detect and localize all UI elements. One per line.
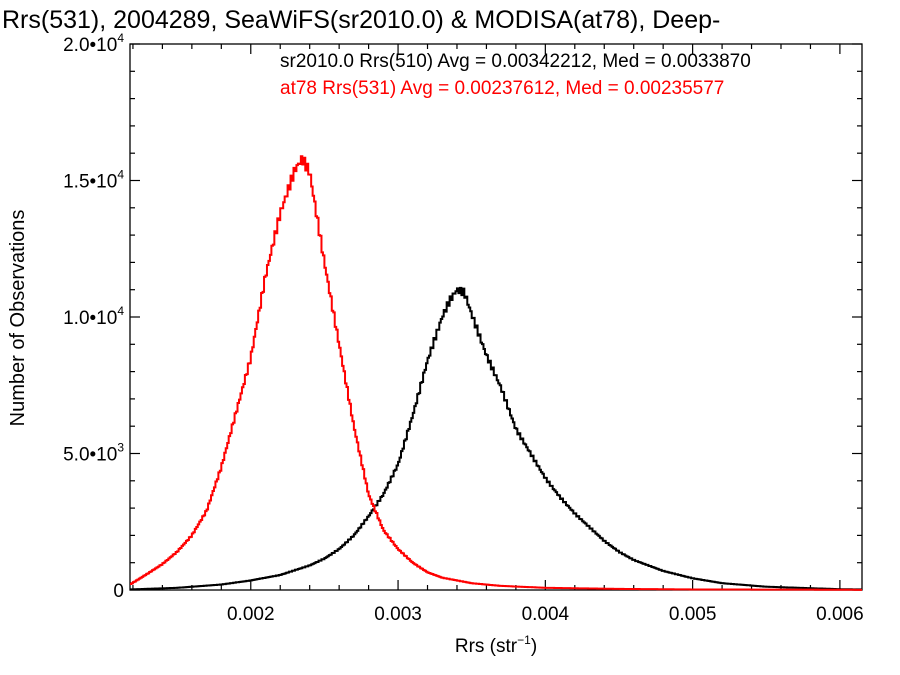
x-axis-label: Rrs (str−1) <box>455 633 537 657</box>
plot-frame <box>129 43 863 591</box>
y-tick-exponent: 4 <box>117 168 124 182</box>
x-tick-label: 0.005 <box>669 604 717 625</box>
legend-line-red: at78 Rrs(531) Avg = 0.00237612, Med = 0.… <box>280 78 724 99</box>
y-tick-mantissa: 2.0•10 <box>63 35 117 56</box>
y-axis-label: Number of Observations <box>7 210 29 427</box>
x-tick-label: 0.003 <box>374 604 422 625</box>
x-tick-label: 0.006 <box>816 604 864 625</box>
y-tick-label: 0 <box>113 581 124 602</box>
y-tick-exponent: 3 <box>117 441 124 455</box>
x-axis-label-close: ) <box>531 636 537 657</box>
y-tick-label: 1.5•104 <box>63 168 124 193</box>
y-tick-label: 2.0•104 <box>63 31 124 56</box>
y-tick-label: 5.0•103 <box>63 441 124 466</box>
x-tick-label: 0.002 <box>227 604 275 625</box>
x-tick-label: 0.004 <box>522 604 570 625</box>
y-tick-mantissa: 1.5•10 <box>63 172 117 193</box>
series-line-red <box>130 155 862 591</box>
series-line-black <box>130 286 862 591</box>
y-tick-mantissa: 1.0•10 <box>63 308 117 329</box>
x-axis-label-exp: −1 <box>517 633 531 647</box>
chart-title: Rrs(531), 2004289, SeaWiFS(sr2010.0) & M… <box>2 6 720 34</box>
x-axis-label-main: Rrs (str <box>455 636 518 657</box>
y-tick-label: 1.0•104 <box>63 304 124 329</box>
axis-ticks: 0.002 0.003 0.004 0.005 0.00605.0•1031.0•104… <box>63 31 864 625</box>
y-tick-exponent: 4 <box>117 304 124 318</box>
legend-line-black: sr2010.0 Rrs(510) Avg = 0.00342212, Med … <box>280 51 751 72</box>
series-layer <box>130 155 862 591</box>
y-tick-mantissa: 5.0•10 <box>63 445 117 466</box>
y-tick-exponent: 4 <box>117 31 124 45</box>
y-tick-mantissa: 0 <box>113 581 124 602</box>
